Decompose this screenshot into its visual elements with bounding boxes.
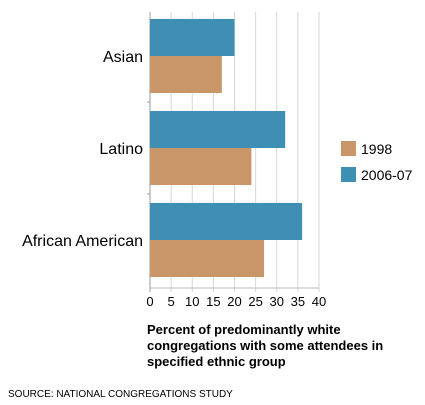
category-label-latino: Latino bbox=[99, 141, 143, 158]
legend-swatch-1998 bbox=[341, 141, 356, 156]
x-tick-label-5: 5 bbox=[168, 294, 175, 309]
x-tick-label-30: 30 bbox=[270, 294, 284, 309]
bar-asian-1998 bbox=[150, 56, 222, 93]
legend-label-2006-07: 2006-07 bbox=[361, 167, 413, 183]
category-label-asian: Asian bbox=[103, 49, 143, 66]
legend-label-1998: 1998 bbox=[361, 141, 392, 157]
x-tick-label-25: 25 bbox=[248, 294, 262, 309]
x-tick-label-20: 20 bbox=[227, 294, 241, 309]
bar-latino-2006-07 bbox=[150, 111, 286, 148]
x-tick-label-15: 15 bbox=[206, 294, 220, 309]
bar-african-american-2006-07 bbox=[150, 203, 303, 240]
x-tick-label-35: 35 bbox=[291, 294, 305, 309]
x-tick-label-0: 0 bbox=[146, 294, 153, 309]
x-tick-label-10: 10 bbox=[185, 294, 199, 309]
category-label-african-american: African American bbox=[22, 233, 143, 250]
x-axis-label: Percent of predominantly white congregat… bbox=[147, 322, 384, 369]
bar-latino-1998 bbox=[150, 148, 252, 185]
x-tick-label-40: 40 bbox=[312, 294, 326, 309]
source-note: SOURCE: NATIONAL CONGREGATIONS STUDY bbox=[8, 389, 233, 400]
bar-asian-2006-07 bbox=[150, 19, 235, 56]
legend-swatch-2006-07 bbox=[341, 167, 356, 182]
bar-african-american-1998 bbox=[150, 240, 265, 277]
